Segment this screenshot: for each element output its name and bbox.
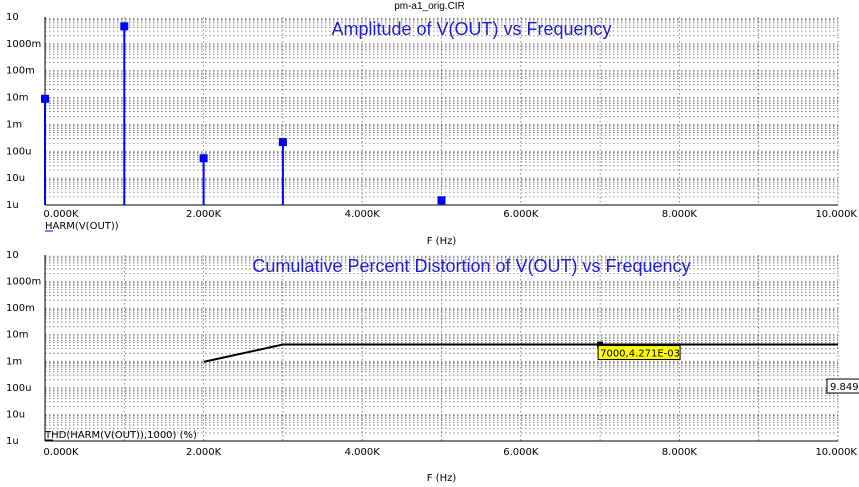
- cursor-readout-box: [826, 378, 859, 394]
- y-tick-label: 100m: [6, 303, 35, 314]
- x-axis-label: F (Hz): [427, 236, 457, 247]
- y-tick-label: 100m: [6, 66, 35, 77]
- x-axis-label: F (Hz): [427, 473, 457, 484]
- x-tick-label: 0.000K: [43, 209, 79, 220]
- x-tick-label: 10.000K: [815, 209, 857, 220]
- x-tick-label: 6.000K: [503, 209, 539, 220]
- cursor-readout-box: [597, 345, 681, 361]
- y-tick-label: 100u: [6, 383, 31, 394]
- harmonic-marker: [437, 196, 446, 205]
- cursor-marker: [597, 341, 604, 348]
- cursor-readout: 9.849E-05: [830, 382, 859, 393]
- trace-label: HARM(V(OUT)): [45, 221, 119, 232]
- x-tick-label: 8.000K: [662, 447, 698, 458]
- x-tick-label: 8.000K: [662, 209, 698, 220]
- x-tick-label: 10.000K: [815, 447, 857, 458]
- harmonic-marker: [41, 94, 49, 103]
- y-tick-label: 1u: [6, 436, 19, 447]
- x-tick-label: 0.000K: [43, 447, 79, 458]
- y-tick-label: 1m: [6, 356, 22, 367]
- x-tick-label: 6.000K: [503, 447, 539, 458]
- trace-label: THD(HARM(V(OUT)),1000) (%): [44, 430, 197, 441]
- y-tick-label: 10: [6, 12, 19, 23]
- y-tick-label: 1000m: [6, 39, 41, 50]
- x-tick-label: 4.000K: [345, 447, 381, 458]
- y-tick-label: 1000m: [6, 277, 41, 288]
- harmonic-marker: [278, 138, 287, 147]
- x-tick-label: 2.000K: [186, 209, 222, 220]
- harmonic-marker: [120, 22, 129, 31]
- y-tick-label: 1m: [6, 119, 22, 130]
- amplitude-plot[interactable]: 10 1000m 100m 10m 1m 100u 10u 1u 0.000K 2.000K 4.0…: [6, 12, 857, 247]
- x-tick-label: 4.000K: [345, 209, 381, 220]
- y-tick-label: 100u: [6, 146, 31, 157]
- y-tick-label: 10: [6, 250, 19, 261]
- thd-trace: [203, 343, 838, 363]
- y-tick-label: 1u: [6, 200, 19, 211]
- y-tick-label: 10m: [6, 330, 28, 341]
- chart-title: Cumulative Percent Distortion of V(OUT) …: [252, 256, 690, 276]
- chart-title: Amplitude of V(OUT) vs Frequency: [331, 19, 611, 39]
- x-tick-label: 2.000K: [186, 447, 222, 458]
- distortion-plot[interactable]: 10 1000m 100m 10m 1m 100u 10u 1u 0.000K 2.000K 4.0…: [6, 250, 859, 484]
- cursor-readout: 7000,4.271E-03: [600, 349, 680, 360]
- y-tick-label: 10m: [6, 93, 28, 104]
- y-tick-label: 10u: [6, 173, 25, 184]
- window-title: pm-a1_orig.CIR: [394, 1, 465, 12]
- y-tick-label: 10u: [6, 409, 25, 420]
- harmonic-marker: [199, 154, 208, 163]
